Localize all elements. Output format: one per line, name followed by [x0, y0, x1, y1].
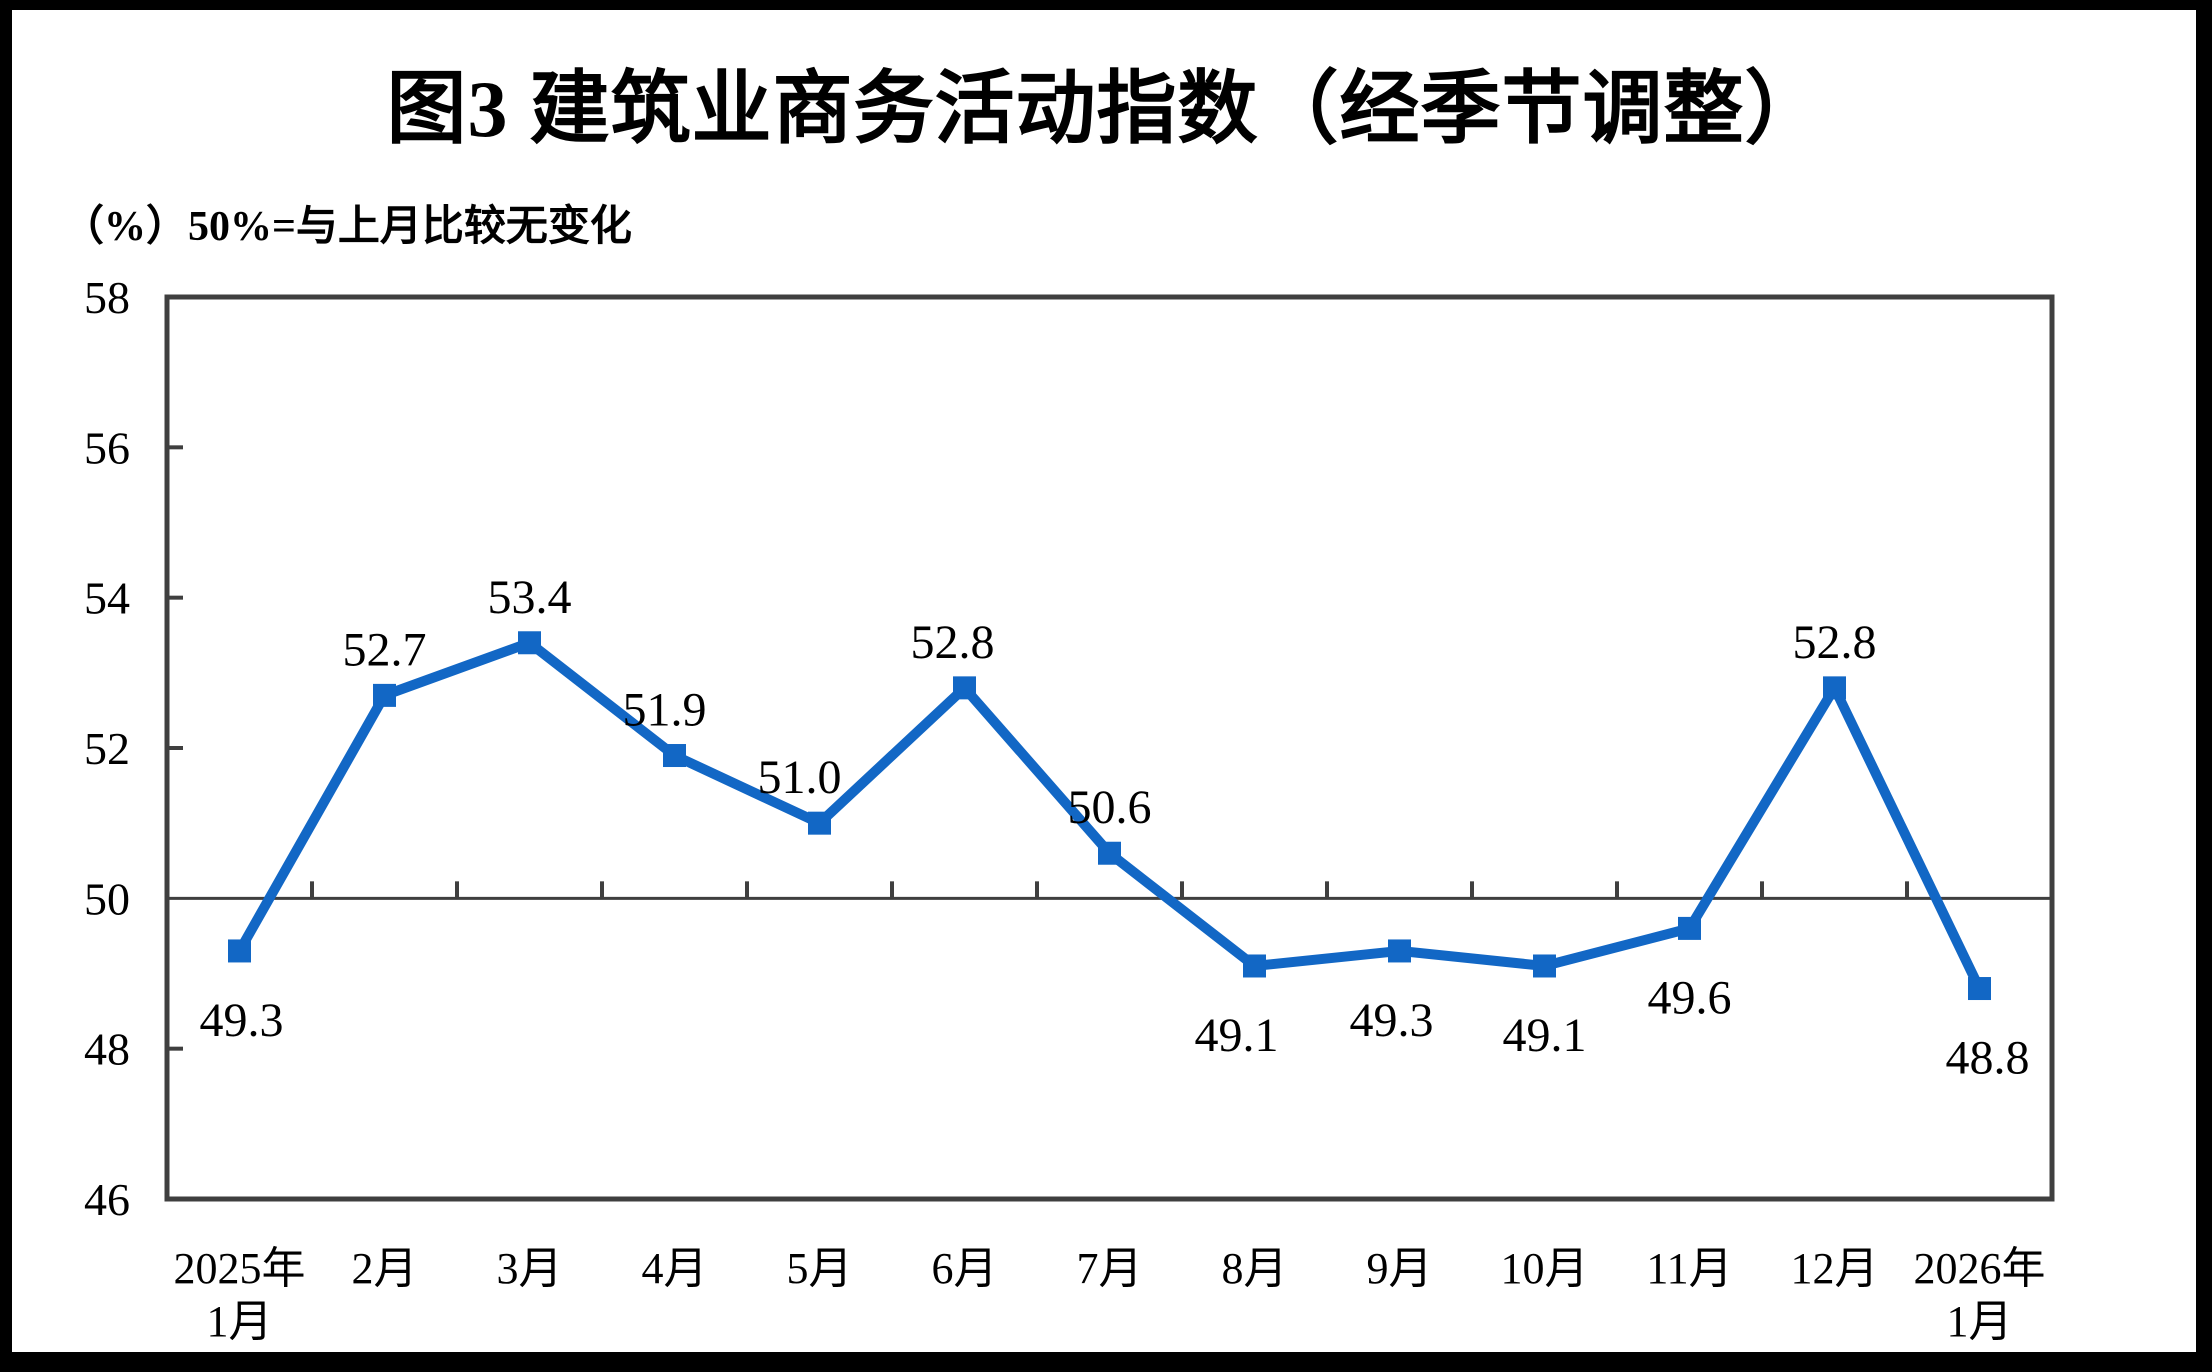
- data-point-marker: [808, 811, 831, 835]
- data-point-label: 51.0: [758, 751, 842, 804]
- y-tick-label: 52: [84, 723, 130, 774]
- data-point-marker: [1678, 916, 1701, 940]
- data-point-marker: [518, 631, 541, 655]
- data-point-label: 49.1: [1503, 1009, 1587, 1062]
- y-tick-label: 54: [84, 573, 130, 624]
- data-point-marker: [663, 744, 686, 768]
- data-point-label: 49.3: [1350, 994, 1434, 1047]
- chart-unit-note: （%）50%=与上月比较无变化: [62, 204, 632, 250]
- x-tick-label: 4月: [642, 1244, 708, 1293]
- x-tick-label: 2月: [352, 1244, 418, 1293]
- x-tick-label: 2025年: [174, 1244, 306, 1293]
- data-point-label: 52.8: [1793, 616, 1877, 669]
- x-tick-label: 9月: [1367, 1244, 1433, 1293]
- x-tick-label: 5月: [787, 1244, 853, 1293]
- x-tick-label: 7月: [1077, 1244, 1143, 1293]
- data-point-marker: [1243, 954, 1266, 978]
- data-point-label: 49.3: [200, 994, 284, 1047]
- plot-border: [164, 294, 2055, 1202]
- data-point-marker: [373, 683, 396, 707]
- x-tick-label: 11月: [1646, 1244, 1732, 1293]
- x-tick-label: 2026年: [1914, 1244, 2046, 1293]
- x-tick-label: 8月: [1222, 1244, 1288, 1293]
- y-tick-label: 56: [84, 422, 130, 473]
- y-tick-label: 58: [84, 272, 130, 323]
- x-tick-label: 3月: [497, 1244, 563, 1293]
- x-tick-label: 1月: [207, 1297, 273, 1346]
- data-point-marker: [1098, 841, 1121, 865]
- data-point-marker: [1823, 676, 1846, 700]
- data-point-label: 49.1: [1195, 1009, 1279, 1062]
- data-point-label: 48.8: [1946, 1032, 2030, 1085]
- y-tick-label: 50: [84, 873, 130, 924]
- data-point-label: 49.6: [1648, 971, 1732, 1024]
- data-point-marker: [1968, 977, 1991, 1001]
- data-point-label: 52.8: [911, 616, 995, 669]
- x-tick-label: 12月: [1791, 1244, 1879, 1293]
- data-point-label: 52.7: [343, 623, 427, 676]
- chart-title: 图3 建筑业商务活动指数（经季节调整）: [386, 66, 1826, 154]
- data-point-marker: [1533, 954, 1556, 978]
- data-point-marker: [953, 676, 976, 700]
- data-point-label: 51.9: [623, 684, 707, 737]
- x-tick-label: 1月: [1947, 1297, 2013, 1346]
- x-tick-label: 10月: [1501, 1244, 1589, 1293]
- data-point-marker: [228, 939, 251, 963]
- data-point-label: 53.4: [488, 571, 572, 624]
- y-tick-label: 46: [84, 1174, 130, 1225]
- data-point-marker: [1388, 939, 1411, 963]
- x-tick-label: 6月: [932, 1244, 998, 1293]
- y-tick-label: 48: [84, 1024, 130, 1075]
- data-point-label: 50.6: [1068, 781, 1152, 834]
